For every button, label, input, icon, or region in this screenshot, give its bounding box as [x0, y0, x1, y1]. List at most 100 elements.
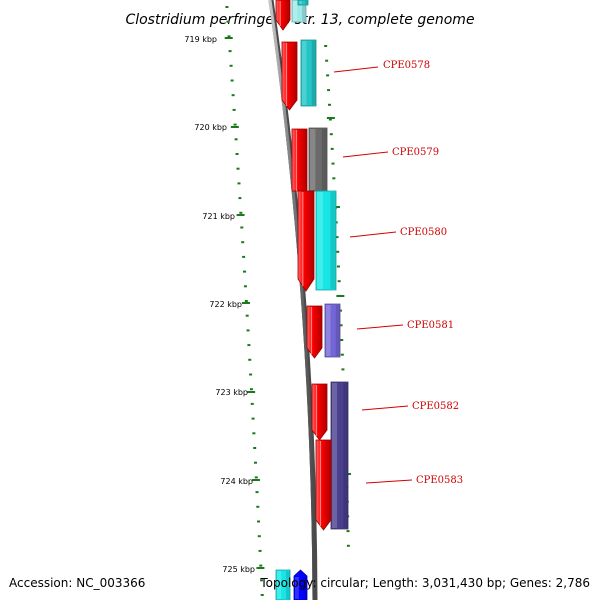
ruler-minor-tick — [260, 594, 264, 596]
ruler-major-tick — [241, 302, 250, 304]
ruler-tick-label: 722 kbp — [209, 300, 242, 309]
gene-feature[interactable] — [324, 303, 341, 358]
ruler-minor-tick — [236, 167, 240, 170]
track-minor-tick — [324, 45, 328, 47]
ruler-minor-tick — [254, 476, 258, 479]
ruler-minor-tick — [246, 329, 250, 332]
ruler-minor-tick — [257, 535, 261, 538]
ruler-minor-tick — [259, 564, 263, 567]
ruler-minor-tick — [244, 300, 248, 302]
track-minor-tick — [328, 118, 332, 121]
track-minor-tick — [326, 74, 330, 77]
track-minor-tick — [332, 177, 336, 180]
ruler-minor-tick — [237, 182, 241, 185]
gene-feature[interactable] — [308, 127, 328, 192]
callout-line — [365, 479, 413, 484]
gene-feature[interactable] — [293, 569, 308, 600]
gene-feature[interactable] — [330, 381, 349, 530]
track-major-tick — [336, 295, 345, 297]
track-minor-tick — [338, 309, 342, 312]
track-minor-tick — [339, 324, 343, 327]
gene-label[interactable]: CPE0583 — [416, 475, 463, 486]
ruler-minor-tick — [255, 491, 259, 494]
ruler-minor-tick — [239, 211, 243, 214]
track-minor-tick — [335, 236, 339, 239]
track-minor-tick — [331, 162, 335, 165]
track-minor-tick — [329, 133, 333, 136]
ruler-major-tick — [230, 126, 239, 128]
track-minor-tick — [346, 544, 350, 547]
ruler-minor-tick — [235, 153, 239, 155]
strand-arrow[interactable] — [306, 305, 323, 359]
track-minor-tick — [341, 368, 345, 371]
track-minor-tick — [336, 250, 340, 253]
ruler-major-tick — [251, 479, 260, 481]
ruler-minor-tick — [240, 226, 244, 229]
ruler-minor-tick — [228, 50, 232, 53]
gene-track — [275, 0, 349, 600]
callout-line — [361, 405, 409, 411]
ruler-minor-tick — [225, 6, 229, 8]
ruler-minor-tick — [248, 358, 252, 361]
ruler-minor-tick — [234, 138, 238, 141]
ruler-minor-tick — [249, 388, 253, 391]
ruler-minor-tick — [258, 549, 262, 552]
ruler-minor-tick — [257, 520, 261, 523]
ruler-minor-tick — [227, 35, 231, 38]
gene-label[interactable]: CPE0581 — [407, 320, 454, 331]
track-minor-tick — [340, 353, 344, 356]
strand-arrow[interactable] — [275, 0, 291, 31]
ruler-tick-label: 719 kbp — [184, 35, 217, 44]
ruler-minor-tick — [249, 373, 253, 376]
strand-arrow[interactable] — [315, 439, 332, 531]
ruler-tick-label: 724 kbp — [220, 477, 253, 486]
ruler-minor-tick — [229, 64, 233, 67]
gene-label[interactable]: CPE0578 — [383, 60, 430, 71]
gene-feature[interactable] — [291, 0, 307, 23]
strand-arrow[interactable] — [291, 128, 308, 192]
ruler-minor-tick — [238, 197, 242, 200]
ruler-minor-tick — [242, 255, 246, 258]
strand-arrow[interactable] — [281, 41, 298, 111]
ruler-minor-tick — [247, 344, 251, 347]
gene-feature[interactable] — [300, 39, 317, 107]
gene-label[interactable]: CPE0582 — [412, 401, 459, 412]
gene-callouts: CPE0578 CPE0579 CPE0580 CPE0581 CPE0582 … — [333, 60, 463, 486]
strand-arrow[interactable] — [297, 190, 315, 292]
ruler-tick-label: 723 kbp — [215, 388, 248, 397]
ruler-tick-label: 720 kbp — [194, 123, 227, 132]
ruler-major-tick — [224, 37, 233, 39]
ruler-minor-tick — [251, 417, 255, 420]
ruler-minor-tick — [252, 432, 256, 435]
ruler-major-tick — [256, 567, 265, 569]
track-minor-tick — [327, 89, 331, 92]
ruler-major-tick — [236, 214, 245, 216]
callout-line — [356, 324, 404, 330]
ruler-major-tick — [247, 391, 256, 393]
genome-summary-text: Topology: circular; Length: 3,031,430 bp… — [259, 576, 590, 590]
accession-text: Accession: NC_003366 — [9, 576, 145, 590]
ruler-minor-tick — [232, 108, 236, 111]
strand-arrow[interactable] — [311, 383, 328, 441]
ruler-minor-tick — [231, 94, 235, 97]
gene-label[interactable]: CPE0580 — [400, 227, 447, 238]
gene-label[interactable]: CPE0579 — [392, 147, 439, 158]
track-minor-tick — [325, 59, 329, 62]
track-minor-tick — [337, 280, 341, 283]
track-major-tick — [326, 117, 335, 119]
ruler-minor-tick — [250, 402, 254, 405]
gene-feature[interactable] — [315, 190, 337, 291]
gene-feature[interactable] — [297, 0, 309, 6]
track-minor-tick — [327, 103, 331, 106]
ruler-minor-tick — [259, 579, 263, 582]
ruler-tick-label: 725 kbp — [222, 565, 255, 574]
track-minor-tick — [340, 339, 344, 341]
ruler-minor-tick — [226, 20, 230, 23]
track-minor-tick — [330, 147, 334, 150]
gene-feature[interactable] — [275, 569, 291, 600]
callout-line — [333, 66, 379, 73]
callout-line — [342, 151, 389, 158]
callout-line — [349, 231, 397, 238]
ruler-minor-tick — [243, 285, 247, 288]
ruler-minor-tick — [256, 505, 260, 508]
